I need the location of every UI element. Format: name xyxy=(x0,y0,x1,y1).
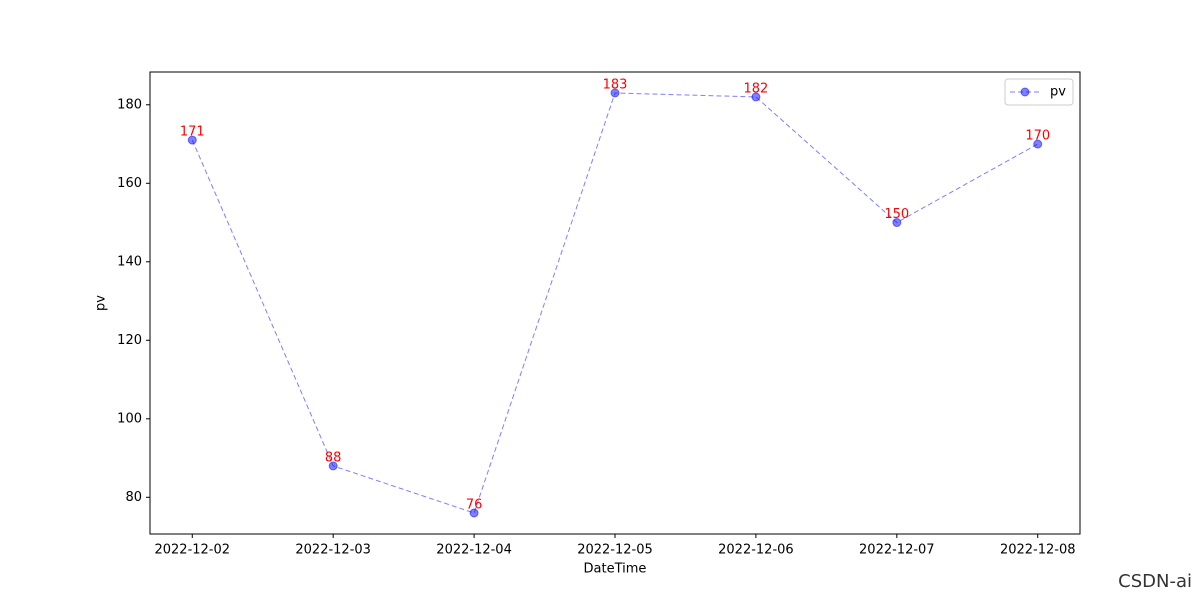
point xyxy=(1033,139,1043,149)
x-axis-label: DateTime xyxy=(584,562,647,577)
y-tick-label: 140 xyxy=(117,254,142,269)
x-tick-label: 2022-12-07 xyxy=(859,543,935,558)
point xyxy=(892,218,902,228)
y-tick-label: 100 xyxy=(117,411,142,426)
data-label: 171 xyxy=(180,125,205,140)
y-tick-label: 160 xyxy=(117,176,142,191)
data-label: 170 xyxy=(1025,129,1050,144)
data-label: 150 xyxy=(884,207,909,222)
data-label: 88 xyxy=(325,450,342,465)
x-tick-label: 2022-12-03 xyxy=(295,543,371,558)
point xyxy=(187,135,197,145)
x-tick-label: 2022-12-02 xyxy=(154,543,230,558)
point xyxy=(328,461,338,471)
y-tick-label: 180 xyxy=(117,97,142,112)
x-tick-label: 2022-12-04 xyxy=(436,543,512,558)
y-axis-label: pv xyxy=(94,295,109,311)
x-tick-label: 2022-12-05 xyxy=(577,543,653,558)
series-line xyxy=(191,92,1038,514)
data-label: 76 xyxy=(466,498,483,513)
x-tick-label: 2022-12-08 xyxy=(1000,543,1076,558)
point xyxy=(469,508,479,518)
legend-marker xyxy=(1020,87,1030,97)
plot-frame xyxy=(149,71,1081,535)
y-tick-label: 120 xyxy=(117,333,142,348)
data-label: 183 xyxy=(603,78,628,93)
x-tick-label: 2022-12-06 xyxy=(718,543,794,558)
data-label: 182 xyxy=(743,81,768,96)
point xyxy=(610,88,620,98)
watermark: CSDN-ai xyxy=(1118,571,1192,592)
legend-label: pv xyxy=(1050,85,1066,100)
y-tick-label: 80 xyxy=(125,490,142,505)
point xyxy=(751,92,761,102)
